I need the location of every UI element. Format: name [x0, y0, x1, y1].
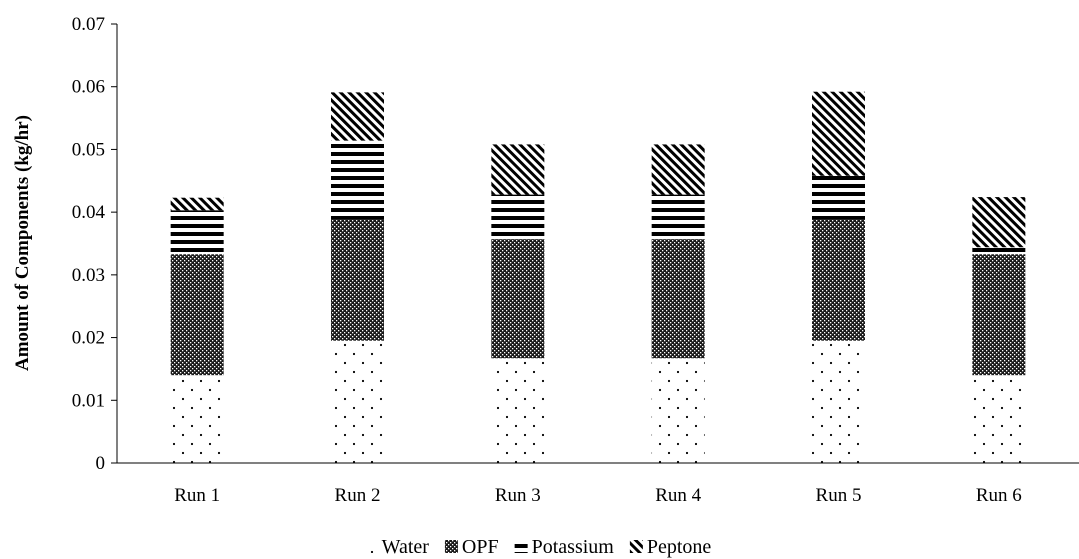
- y-tick-label: 0.03: [72, 265, 105, 286]
- bar-water-run-3: [491, 358, 545, 463]
- bar-potassium-run-2: [331, 140, 384, 220]
- x-category-label: Run 6: [976, 485, 1022, 506]
- y-tick-label: 0.01: [72, 390, 105, 411]
- bar-potassium-run-6: [972, 247, 1026, 255]
- bar-segments: [170, 91, 1026, 463]
- bar-peptone-run-4: [651, 144, 705, 195]
- bar-opf-run-5: [812, 219, 865, 341]
- legend-swatch-opf: [444, 540, 458, 553]
- bar-water-run-4: [651, 358, 705, 463]
- bar-opf-run-6: [972, 254, 1026, 376]
- y-tick-label: 0: [96, 453, 106, 474]
- bar-opf-run-4: [651, 239, 705, 359]
- x-category-label: Run 4: [655, 485, 701, 506]
- x-category-label: Run 2: [335, 485, 381, 506]
- y-tick-label: 0.07: [72, 14, 105, 35]
- bar-peptone-run-3: [491, 144, 545, 195]
- x-category-label: Run 3: [495, 485, 541, 506]
- bar-potassium-run-1: [170, 210, 224, 255]
- legend-label: OPF: [462, 536, 499, 558]
- legend-label: Potassium: [532, 536, 615, 558]
- y-tick-label: 0.06: [72, 77, 105, 98]
- bar-opf-run-1: [170, 254, 224, 376]
- bar-potassium-run-3: [491, 194, 545, 240]
- bar-potassium-run-4: [651, 194, 705, 240]
- bar-peptone-run-5: [812, 91, 865, 176]
- bar-water-run-1: [170, 375, 224, 463]
- bar-water-run-2: [331, 340, 384, 463]
- bar-water-run-5: [812, 340, 865, 463]
- y-axis-ticks: 0 0.01 0.02 0.03 0.04 0.05 0.06 0.07: [72, 14, 117, 474]
- x-category-label: Run 1: [174, 485, 220, 506]
- y-axis-title: Amount of Components (kg/hr): [12, 115, 33, 371]
- legend-label: Water: [382, 536, 430, 558]
- legend-swatch-potassium: [514, 540, 528, 553]
- bar-water-run-6: [972, 375, 1026, 463]
- y-tick-label: 0.05: [72, 139, 105, 160]
- legend: Water OPF Potassium Peptone: [364, 536, 712, 558]
- bar-opf-run-2: [331, 219, 384, 341]
- y-tick-label: 0.04: [72, 202, 106, 223]
- y-tick-label: 0.02: [72, 328, 105, 349]
- bar-opf-run-3: [491, 239, 545, 359]
- bar-peptone-run-1: [170, 197, 224, 211]
- legend-swatch-water: [364, 540, 378, 553]
- legend-swatch-peptone: [629, 540, 643, 553]
- bar-peptone-run-6: [972, 197, 1026, 248]
- bar-potassium-run-5: [812, 175, 865, 220]
- x-category-label: Run 5: [816, 485, 862, 506]
- x-axis-labels: Run 1 Run 2 Run 3 Run 4 Run 5 Run 6: [174, 485, 1022, 506]
- legend-label: Peptone: [647, 536, 712, 558]
- bar-peptone-run-2: [331, 92, 384, 141]
